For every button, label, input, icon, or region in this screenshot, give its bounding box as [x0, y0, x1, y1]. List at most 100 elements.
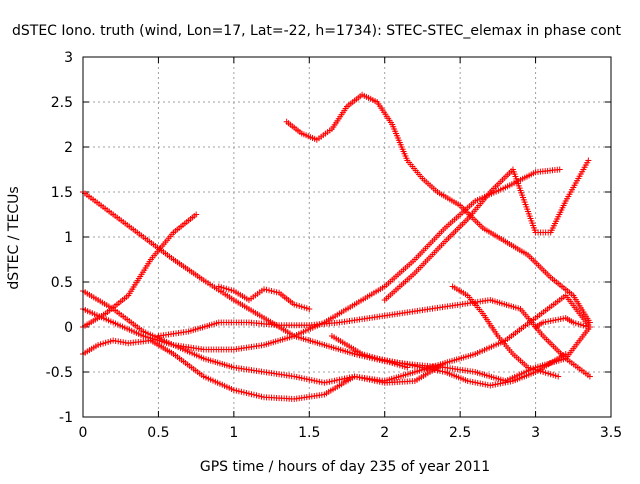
- data-point: [323, 379, 330, 386]
- data-point: [379, 379, 386, 386]
- data-point: [351, 373, 358, 380]
- x-axis-label: GPS time / hours of day 235 of year 2011: [200, 459, 490, 475]
- x-tick-label: 1: [229, 425, 238, 441]
- data-point: [371, 354, 378, 361]
- data-point: [371, 377, 378, 384]
- data-point: [545, 370, 552, 377]
- data-point: [230, 387, 237, 393]
- data-point: [394, 361, 401, 368]
- data-point: [240, 389, 247, 396]
- data-point: [336, 376, 343, 383]
- data-point: [404, 364, 411, 371]
- data-point: [369, 377, 376, 384]
- data-point: [326, 378, 333, 385]
- y-tick-label: -1: [59, 410, 73, 426]
- data-point: [384, 358, 391, 365]
- data-point: [364, 352, 371, 359]
- data-point: [95, 342, 102, 348]
- data-point: [585, 324, 592, 330]
- x-tick-label: 2: [380, 425, 389, 441]
- data-point: [100, 340, 107, 347]
- data-point: [572, 320, 579, 327]
- y-tick-label: 2.5: [51, 95, 73, 111]
- data-point: [354, 374, 361, 381]
- data-point: [331, 377, 338, 384]
- data-point: [266, 287, 273, 294]
- data-point: [250, 391, 257, 398]
- data-point: [193, 211, 200, 218]
- series-13: [532, 315, 592, 330]
- data-point: [338, 376, 345, 383]
- series-7: [215, 283, 313, 312]
- data-point: [527, 365, 534, 372]
- data-point: [301, 375, 308, 382]
- x-tick-label: 0: [79, 425, 88, 441]
- data-point: [218, 284, 225, 291]
- series-2: [80, 211, 200, 330]
- data-point: [401, 363, 408, 370]
- data-point: [105, 339, 112, 345]
- data-point: [238, 388, 245, 395]
- series-1: [80, 189, 593, 384]
- data-point: [552, 372, 559, 379]
- data-point: [586, 319, 593, 326]
- data-point: [301, 304, 308, 311]
- data-point: [389, 360, 396, 366]
- data-point: [366, 376, 373, 383]
- data-point: [361, 351, 368, 358]
- data-point: [577, 321, 584, 328]
- data-point: [311, 377, 318, 384]
- data-point: [298, 303, 305, 310]
- series-8: [283, 91, 593, 326]
- data-point: [333, 377, 340, 384]
- data-point: [293, 302, 300, 309]
- y-tick-label: 1: [64, 230, 73, 246]
- data-point: [223, 285, 230, 292]
- data-point: [535, 367, 542, 374]
- data-point: [243, 390, 250, 396]
- data-point: [308, 377, 315, 384]
- y-tick-label: 0: [64, 320, 73, 336]
- data-point: [258, 393, 265, 400]
- data-point: [374, 378, 381, 385]
- y-tick-label: 3: [64, 50, 73, 66]
- y-tick-label: 1.5: [51, 185, 73, 201]
- data-point: [245, 390, 252, 397]
- data-point: [562, 351, 569, 357]
- plot-frame: [82, 56, 612, 418]
- data-point: [369, 354, 376, 360]
- data-point: [306, 376, 313, 383]
- data-point: [235, 388, 242, 395]
- series-9: [381, 157, 592, 303]
- y-tick-label: -0.5: [46, 365, 73, 381]
- data-point: [291, 301, 298, 308]
- x-tick-label: 3: [531, 425, 540, 441]
- data-point: [381, 357, 388, 364]
- data-point: [318, 379, 325, 386]
- data-point: [248, 391, 255, 398]
- data-point: [316, 378, 323, 385]
- data-point: [306, 306, 313, 312]
- data-point: [268, 288, 275, 294]
- y-tick-label: 2: [64, 140, 73, 156]
- y-tick-label: 0.5: [51, 275, 73, 291]
- data-point: [356, 374, 363, 381]
- data-point: [396, 362, 403, 369]
- series-12: [328, 333, 411, 371]
- data-point: [228, 287, 235, 294]
- data-point: [359, 375, 366, 382]
- data-point: [273, 289, 280, 296]
- data-point: [376, 356, 383, 363]
- series-11: [449, 283, 562, 380]
- data-point: [361, 375, 368, 382]
- data-point: [575, 321, 582, 327]
- data-point: [303, 376, 310, 383]
- data-point: [97, 341, 104, 348]
- data-point: [530, 366, 537, 372]
- data-point: [296, 303, 303, 309]
- data-point: [379, 357, 386, 363]
- data-point: [225, 286, 232, 293]
- x-tick-label: 0.5: [147, 425, 169, 441]
